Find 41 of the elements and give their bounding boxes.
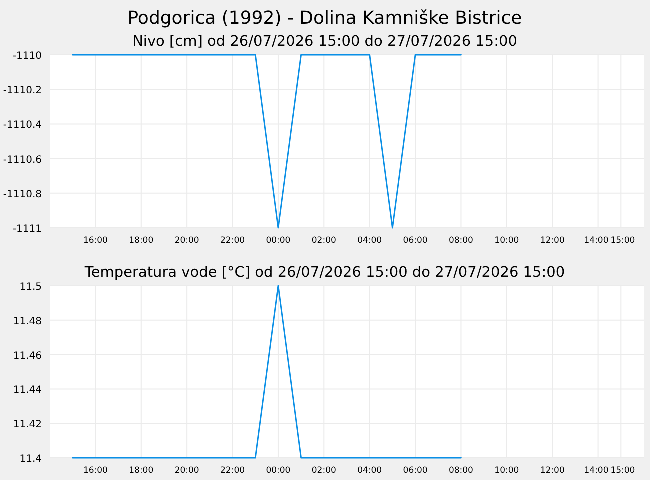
y-tick-label: 11.48 (13, 316, 42, 328)
x-tick-label: 06:00 (403, 236, 428, 246)
y-tick-label: 11.5 (20, 282, 42, 293)
x-tick-label: 04:00 (358, 236, 382, 246)
x-tick-label: 20:00 (174, 466, 200, 476)
y-tick-label: -1111 (12, 224, 42, 235)
y-tick-label: -1110.8 (3, 189, 42, 200)
y-tick-label: -1110.6 (3, 154, 42, 166)
y-tick-label: 11.4 (20, 454, 42, 465)
y-tick-label: 11.44 (13, 385, 42, 396)
y-tick-label: -1110 (12, 51, 42, 62)
x-tick-label: 14:00 (584, 236, 609, 246)
x-tick-label: 20:00 (174, 236, 200, 246)
chart-subtitle: Temperatura vode [°C] od 26/07/2026 15:00 do 27/07/2026 15:00 (84, 265, 566, 281)
x-tick-label: 02:00 (312, 466, 336, 476)
x-tick-label: 08:00 (448, 236, 474, 246)
x-tick-label: 10:00 (494, 236, 520, 246)
y-tick-label: -1110.2 (3, 86, 42, 97)
x-tick-label: 12:00 (540, 236, 565, 246)
x-tick-label: 06:00 (403, 466, 428, 476)
x-tick-label: 15:00 (610, 236, 636, 246)
x-tick-label: 16:00 (83, 466, 108, 476)
x-tick-label: 02:00 (312, 236, 336, 246)
y-tick-label: 11.46 (13, 350, 42, 362)
x-tick-label: 00:00 (266, 466, 291, 476)
x-tick-label: 14:00 (584, 466, 609, 476)
x-tick-label: 22:00 (220, 466, 246, 476)
x-tick-label: 22:00 (220, 236, 246, 246)
x-tick-label: 12:00 (540, 466, 565, 476)
x-tick-label: 18:00 (129, 236, 154, 246)
chart-title: Podgorica (1992) - Dolina Kamniške Bistrice (128, 8, 522, 29)
x-tick-label: 15:00 (610, 466, 636, 476)
x-tick-label: 04:00 (358, 466, 382, 476)
x-tick-label: 00:00 (266, 236, 291, 246)
x-tick-label: 18:00 (129, 466, 154, 476)
x-tick-label: 08:00 (448, 466, 474, 476)
chart-subtitle: Nivo [cm] od 26/07/2026 15:00 do 27/07/2026 15:00 (132, 34, 518, 50)
x-tick-label: 10:00 (494, 466, 520, 476)
y-tick-label: -1110.4 (3, 120, 42, 132)
x-tick-label: 16:00 (83, 236, 108, 246)
y-tick-label: 11.42 (13, 420, 42, 431)
